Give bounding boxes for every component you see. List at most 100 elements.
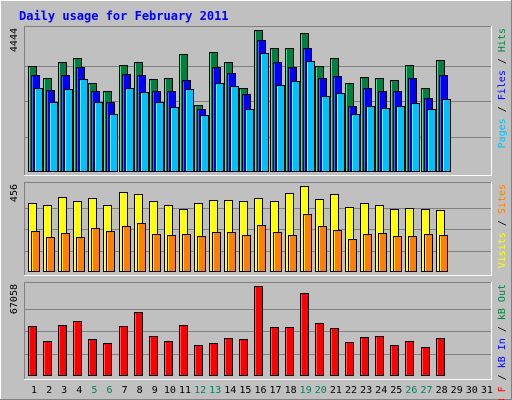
bar (170, 107, 179, 172)
bar (167, 235, 176, 272)
bar (230, 86, 239, 172)
series-kb-f (28, 286, 445, 376)
bar (215, 83, 224, 172)
bar (393, 236, 402, 272)
bar (58, 325, 67, 376)
bar (31, 231, 40, 272)
bar (34, 88, 43, 172)
bar (291, 81, 300, 172)
bar (88, 339, 97, 376)
bar (273, 232, 282, 272)
x-tick-label: 30 (466, 385, 478, 396)
bar (224, 338, 233, 376)
legend-entry: Sites (497, 184, 508, 214)
legend-kbytes: kB F / kB In / kB Out (497, 284, 508, 400)
bar (300, 293, 309, 376)
bar (46, 237, 55, 272)
bar (43, 341, 52, 376)
x-tick-label: 15 (239, 385, 251, 396)
x-tick-label: 8 (137, 385, 143, 396)
legend-entry: / (497, 320, 508, 338)
bar (212, 232, 221, 272)
bar (366, 106, 375, 172)
bar (242, 235, 251, 272)
bar (227, 232, 236, 272)
x-tick-label: 2 (46, 385, 52, 396)
bar (303, 214, 312, 272)
x-tick-label: 26 (405, 385, 417, 396)
legend-entry: kB In (497, 338, 508, 368)
x-tick-label: 31 (481, 385, 493, 396)
bar (321, 96, 330, 172)
legend-entry: Hits (497, 28, 508, 52)
bar (436, 338, 445, 376)
bar (73, 321, 82, 376)
bar (137, 223, 146, 272)
bar (285, 327, 294, 376)
bar (64, 89, 73, 172)
bar (49, 102, 58, 172)
panel-hits: 4444 Pages / Files / Hits (9, 26, 508, 176)
x-tick-label: 27 (420, 385, 432, 396)
x-tick-label: 10 (164, 385, 176, 396)
x-tick-label: 23 (360, 385, 372, 396)
x-tick-label: 29 (451, 385, 463, 396)
legend-entry: / (497, 100, 508, 118)
bar (411, 103, 420, 172)
x-tick-label: 13 (209, 385, 221, 396)
x-tick-label: 5 (91, 385, 97, 396)
bar (351, 114, 360, 172)
bar (194, 345, 203, 376)
x-axis-labels: 1 2 3 4 5 6 7 8 9 10 11 12 13 14 15 16 17 18 19 20 21 22 23 24 2… (31, 385, 493, 396)
bar (345, 342, 354, 376)
x-tick-label: 17 (269, 385, 281, 396)
bar (152, 234, 161, 272)
bar (288, 235, 297, 272)
bar (427, 109, 436, 172)
bar (122, 226, 131, 272)
bar (119, 326, 128, 376)
x-tick-label: 24 (375, 385, 387, 396)
legend-entry: / (497, 214, 508, 232)
bar (381, 108, 390, 172)
bar (439, 235, 448, 272)
bar (378, 233, 387, 272)
x-tick-label: 9 (152, 385, 158, 396)
bar (257, 225, 266, 272)
bar (336, 93, 345, 172)
series-sites (31, 214, 448, 272)
bar (260, 53, 269, 172)
bar (185, 89, 194, 172)
x-tick-label: 1 (31, 385, 37, 396)
x-tick-label: 18 (285, 385, 297, 396)
x-tick-label: 7 (122, 385, 128, 396)
bar (408, 236, 417, 272)
legend-entry: kB F (497, 386, 508, 400)
x-tick-label: 16 (254, 385, 266, 396)
bar (348, 239, 357, 272)
y-max-label: 4444 (9, 28, 20, 52)
y-max-label: 67058 (9, 284, 20, 314)
legend-hits: Pages / Files / Hits (497, 28, 508, 148)
bar (360, 337, 369, 376)
x-tick-label: 12 (194, 385, 206, 396)
legend-entry: Visits (497, 232, 508, 268)
x-tick-label: 20 (315, 385, 327, 396)
chart-title: Daily usage for February 2011 (19, 9, 229, 23)
bar (405, 341, 414, 376)
x-tick-label: 11 (179, 385, 191, 396)
legend-entry: kB Out (497, 284, 508, 320)
x-tick-label: 3 (61, 385, 67, 396)
bar (306, 61, 315, 172)
bar (134, 312, 143, 376)
bar (375, 336, 384, 376)
bar (197, 236, 206, 272)
bar (442, 99, 451, 172)
bar (330, 328, 339, 376)
bar (396, 106, 405, 172)
bar (318, 226, 327, 272)
bar (424, 234, 433, 272)
bar (245, 109, 254, 172)
x-tick-label: 6 (106, 385, 112, 396)
